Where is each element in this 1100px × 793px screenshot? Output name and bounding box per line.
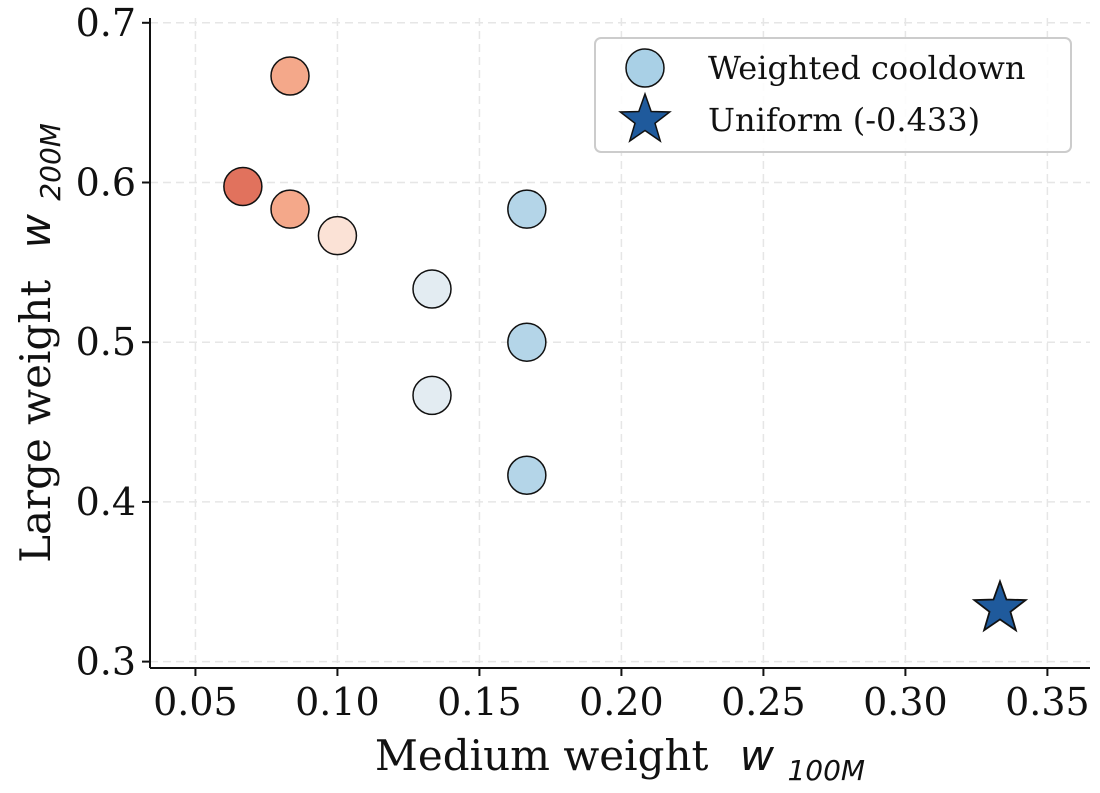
scatter-point (507, 322, 547, 362)
scatter-point (270, 189, 310, 229)
y-axis-label-subscript: 200M (34, 123, 67, 201)
scatter-point (270, 56, 310, 96)
x-axis-label-symbol: w (740, 731, 775, 780)
scatter-point (412, 269, 452, 309)
x-ticks: 0.05 0.10 0.15 0.20 0.25 0.30 0.35 (153, 668, 1090, 724)
x-tick-label: 0.10 (295, 680, 380, 724)
scatter-point (507, 455, 547, 495)
star-point (971, 578, 1029, 633)
y-tick-label: 0.4 (76, 480, 136, 524)
x-tick-label: 0.35 (1005, 680, 1090, 724)
x-tick-label: 0.20 (579, 680, 664, 724)
x-tick-label: 0.15 (437, 680, 522, 724)
x-axis-label-text: Medium weight (375, 731, 709, 780)
x-tick-label: 0.30 (863, 680, 948, 724)
y-axis-label-symbol: w (11, 213, 60, 248)
x-tick-label: 0.05 (153, 680, 238, 724)
data-points (223, 56, 1029, 633)
y-axis-label-text: Large weight (11, 280, 60, 563)
legend-label-weighted-cooldown: Weighted cooldown (708, 49, 1025, 87)
y-tick-label: 0.3 (76, 640, 136, 684)
y-tick-label: 0.6 (76, 160, 136, 204)
legend-marker-weighted-cooldown (625, 48, 665, 88)
y-tick-label: 0.7 (76, 1, 136, 45)
legend-box (594, 37, 1072, 153)
y-tick-label: 0.5 (76, 320, 136, 364)
scatter-point (507, 189, 547, 229)
scatter-point (317, 215, 358, 256)
x-axis-label-subscript: 100M (787, 754, 865, 787)
scatter-point (223, 166, 263, 207)
legend: Weighted cooldown Uniform (-0.433) (594, 37, 1072, 153)
x-axis-label: Medium weight w 100M (375, 731, 865, 787)
y-axis-label: Large weight w 200M (11, 123, 67, 563)
x-tick-label: 0.25 (721, 680, 806, 724)
legend-marker-uniform (618, 91, 672, 143)
scatter-point (412, 375, 452, 416)
y-ticks: 0.3 0.4 0.5 0.6 0.7 (76, 1, 150, 684)
legend-label-uniform: Uniform (-0.433) (708, 101, 980, 139)
